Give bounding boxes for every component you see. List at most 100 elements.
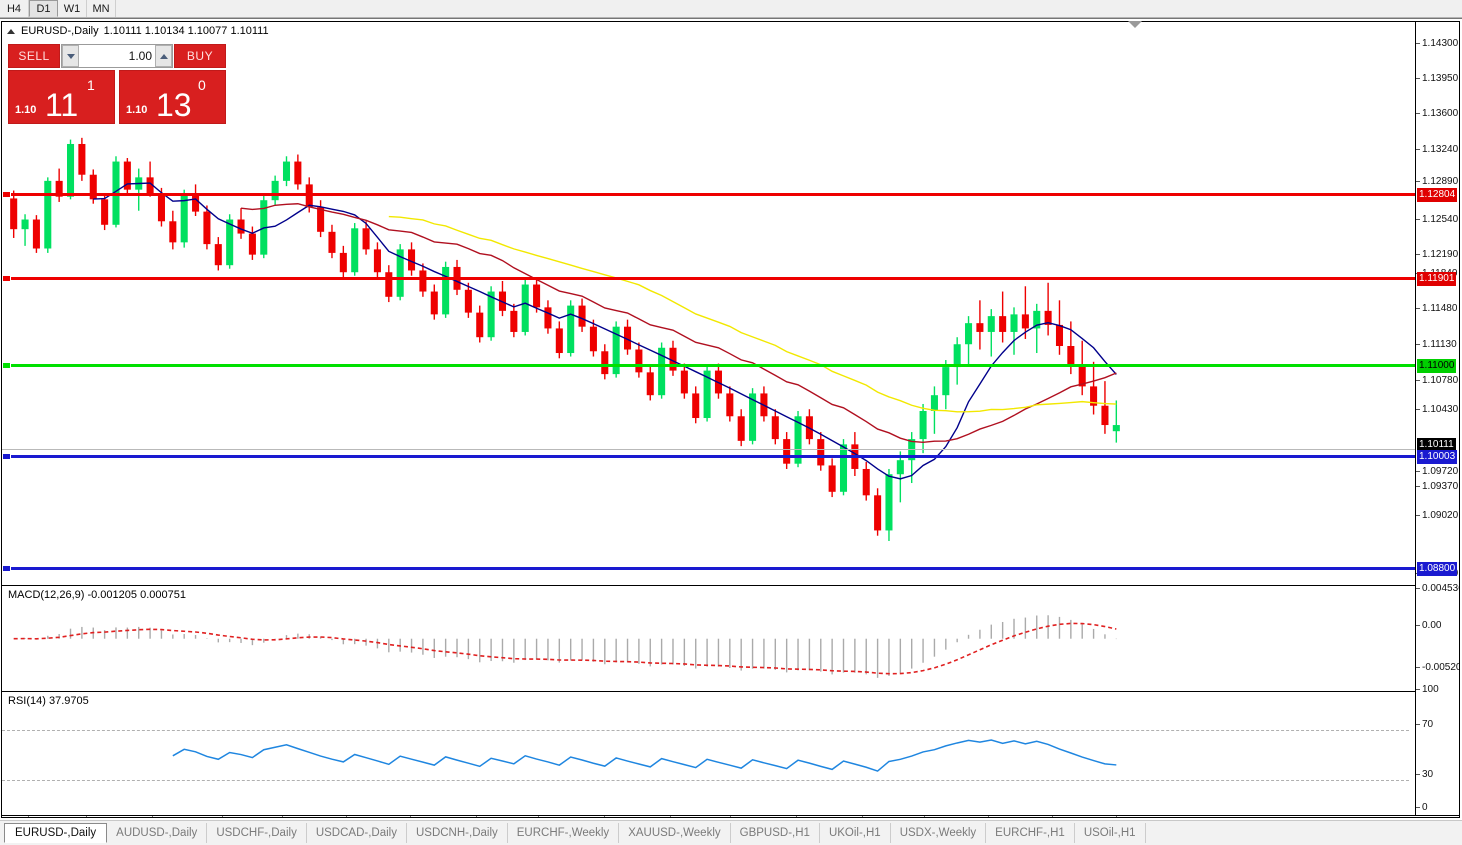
rsi-tick: 0	[1416, 803, 1428, 813]
chart-tab[interactable]: UKOil-,H1	[820, 823, 891, 843]
price-tick: 1.13950	[1416, 74, 1458, 84]
candle-body	[703, 370, 711, 419]
price-level-label-red[interactable]: 1.11901	[1417, 272, 1457, 286]
horizontal-line-resistance-1[interactable]	[2, 191, 1415, 198]
chart-tab[interactable]: USOil-,H1	[1075, 823, 1146, 843]
price-tick-label: 1.10780	[1422, 375, 1459, 386]
price-tick: 1.11480	[1416, 304, 1457, 314]
chart-tab[interactable]: USDX-,Weekly	[891, 823, 987, 843]
tick-mark-icon	[1416, 624, 1420, 626]
overlay-ma-slow	[388, 215, 1117, 413]
tick-mark-icon	[1416, 42, 1420, 44]
tick-mark-icon	[1416, 688, 1420, 690]
candle-body	[44, 180, 52, 249]
chart-tab[interactable]: EURCHF-,Weekly	[508, 823, 620, 843]
horizontal-line-support-1[interactable]	[2, 453, 1415, 460]
price-level-label-blue[interactable]: 1.10003	[1417, 450, 1458, 464]
candle-body	[965, 323, 973, 345]
line-drag-handle[interactable]	[2, 362, 11, 369]
rsi-pane[interactable]	[2, 693, 1415, 815]
date-axis-tick	[28, 816, 29, 817]
chart-tab-active[interactable]: EURUSD-,Daily	[4, 822, 108, 843]
price-tick-label: 1.12190	[1422, 249, 1459, 260]
chart-tab[interactable]: USDCNH-,Daily	[407, 823, 508, 843]
chart-tab[interactable]: XAUUSD-,Weekly	[619, 823, 731, 843]
price-tick-label: 1.10430	[1422, 404, 1459, 415]
line-drag-handle[interactable]	[2, 565, 11, 572]
date-axis-tick	[988, 816, 989, 817]
price-scale[interactable]: 1.14300 1.13950 1.13600 1.13240 1.12890 1.125…	[1415, 22, 1460, 817]
macd-tick: 0.004536	[1416, 583, 1460, 594]
volume-stepper[interactable]: 1.00	[61, 44, 173, 68]
candle-body	[476, 312, 484, 338]
rsi-line	[172, 739, 1117, 772]
tick-mark-icon	[1416, 180, 1420, 182]
date-axis-tick	[282, 816, 283, 817]
price-level-label-green[interactable]: 1.11000	[1417, 359, 1457, 373]
volume-input[interactable]: 1.00	[79, 45, 155, 67]
buy-button[interactable]: BUY	[174, 44, 226, 68]
candle-body	[157, 193, 165, 222]
price-level-label-blue[interactable]: 1.08800	[1417, 562, 1458, 576]
timeframe-d1[interactable]: D1	[29, 0, 58, 17]
sell-price-tile[interactable]: 1.10 11 1	[8, 70, 115, 124]
chart-tab[interactable]: AUDUSD-,Daily	[107, 823, 208, 843]
candle-body	[271, 180, 279, 201]
price-pane[interactable]	[2, 32, 1415, 585]
price-level-label-red[interactable]: 1.12804	[1417, 188, 1458, 202]
date-axis-tick	[604, 816, 605, 817]
macd-tick-label: 0.004536	[1422, 583, 1460, 594]
candle-body	[567, 305, 575, 354]
candle-body	[78, 143, 86, 175]
chart-frame[interactable]: EURUSD-,Daily 1.10111 1.10134 1.10077 1.…	[1, 21, 1460, 818]
timeframe-w1[interactable]: W1	[58, 0, 87, 17]
chart-tab[interactable]: GBPUSD-,H1	[731, 823, 820, 843]
sell-price-pips: 11	[45, 87, 79, 123]
macd-tick-label: 0.00	[1422, 620, 1442, 631]
candle-body	[487, 291, 495, 338]
candle-body	[578, 305, 586, 327]
tick-mark-icon	[1416, 773, 1420, 775]
candle-body	[874, 495, 882, 531]
candle-body	[942, 367, 950, 396]
tick-mark-icon	[1416, 343, 1420, 345]
line-drag-handle[interactable]	[2, 191, 11, 198]
line-drag-handle[interactable]	[2, 275, 11, 282]
buy-price-prefix: 1.10	[126, 104, 148, 116]
sell-button[interactable]: SELL	[8, 44, 60, 68]
date-axis-tick	[476, 816, 477, 817]
candle-body	[737, 416, 745, 441]
horizontal-line-pivot[interactable]	[2, 362, 1415, 369]
chart-tab[interactable]: USDCHF-,Daily	[207, 823, 307, 843]
macd-pane[interactable]	[2, 587, 1415, 690]
price-tick-label: 1.09020	[1422, 510, 1459, 521]
macd-pane-separator	[2, 585, 1459, 586]
volume-decrease-button[interactable]	[62, 45, 79, 67]
buy-price-tile[interactable]: 1.10 13 0	[119, 70, 226, 124]
horizontal-line-resistance-2[interactable]	[2, 275, 1415, 282]
buy-price-pips: 13	[156, 87, 192, 123]
timeframe-toolbar: H4 D1 W1 MN	[0, 0, 1462, 18]
price-tick: 1.10780	[1416, 376, 1458, 386]
tick-mark-icon	[1416, 587, 1420, 589]
volume-increase-button[interactable]	[155, 45, 172, 67]
timeframe-mn[interactable]: MN	[87, 0, 116, 17]
price-level-label-black[interactable]: 1.10111	[1417, 438, 1456, 452]
line-drag-handle[interactable]	[2, 453, 11, 460]
chart-restore-caret-icon[interactable]	[1128, 21, 1142, 28]
date-axis-tick	[1052, 816, 1053, 817]
candle-body	[396, 249, 404, 297]
candle-body	[692, 393, 700, 419]
collapse-caret-icon[interactable]	[7, 28, 15, 34]
candle-body	[658, 347, 666, 396]
candle-body	[123, 161, 131, 190]
candle-body	[1021, 314, 1029, 329]
timeframe-h4[interactable]: H4	[0, 0, 29, 17]
candle-body	[294, 161, 302, 185]
chart-tab[interactable]: EURCHF-,H1	[986, 823, 1075, 843]
candle-body	[408, 249, 416, 271]
chart-tab[interactable]: USDCAD-,Daily	[307, 823, 407, 843]
candle-body	[521, 284, 529, 332]
octp-controls-row: SELL 1.00 BUY	[8, 44, 226, 68]
horizontal-line-support-2[interactable]	[2, 565, 1415, 572]
